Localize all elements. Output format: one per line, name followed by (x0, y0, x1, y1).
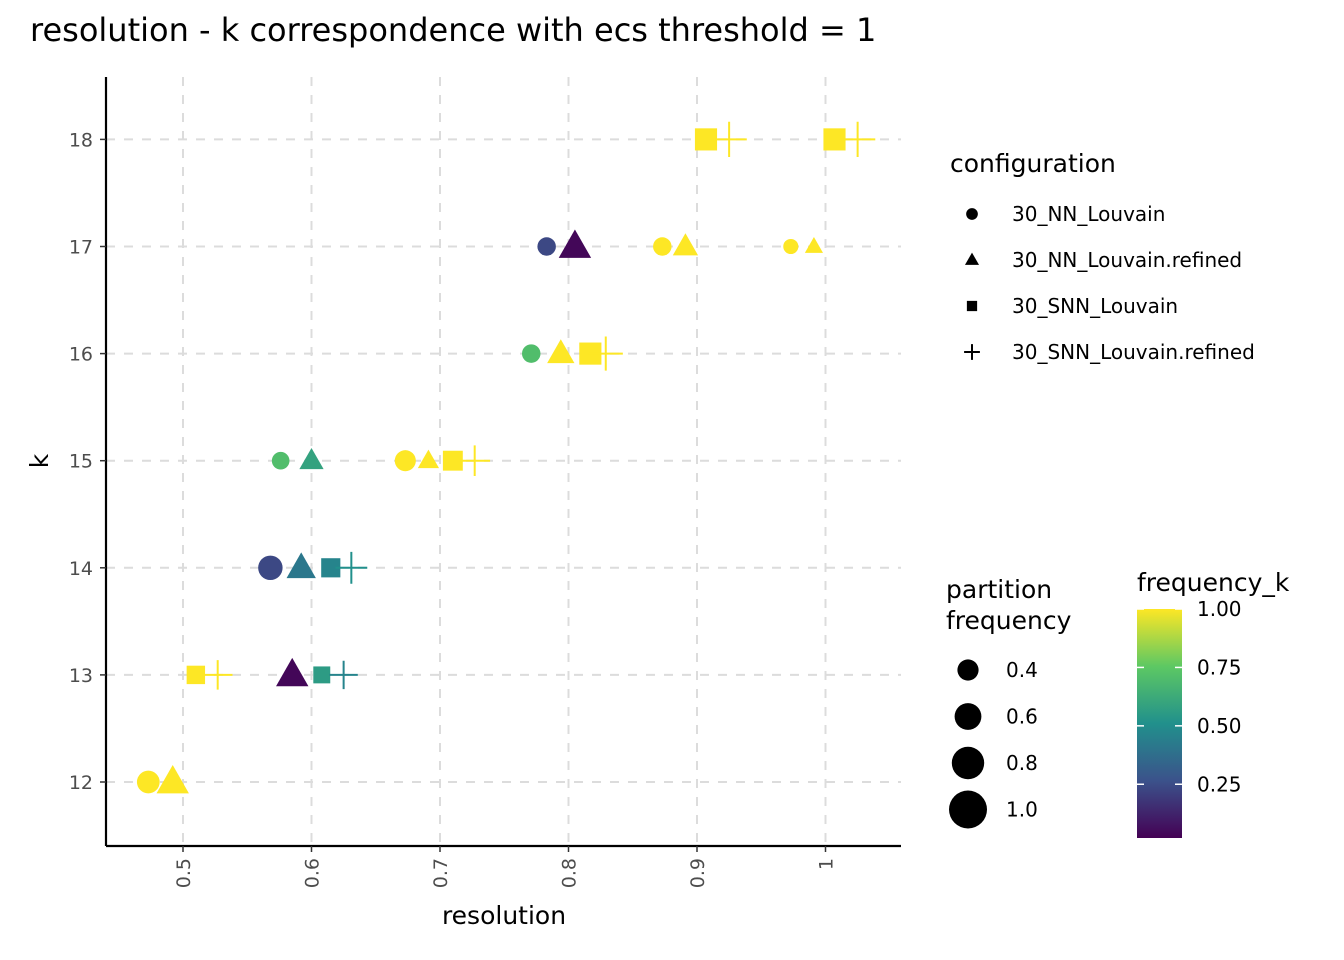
x-tick-label: 0.6 (302, 858, 324, 888)
data-point (839, 121, 876, 158)
data-point (186, 665, 206, 685)
configuration-legend-symbol (966, 208, 978, 220)
size-legend-label: 1.0 (1006, 798, 1038, 822)
size-legend-title-line-1: partition (946, 575, 1052, 604)
color-bar-label: 1.00 (1197, 597, 1242, 621)
data-point (442, 450, 463, 471)
configuration-legend-symbol (966, 300, 978, 312)
data-point (783, 238, 799, 255)
data-point (588, 336, 623, 371)
configuration-legend-title: configuration (950, 149, 1116, 178)
y-tick-label: 14 (69, 558, 93, 580)
configuration-legend-label: 30_NN_Louvain (1012, 202, 1165, 226)
data-point (711, 121, 747, 158)
data-point (271, 451, 290, 470)
x-tick-label: 0.5 (173, 858, 195, 888)
configuration-legend-label: 30_SNN_Louvain (1012, 294, 1178, 318)
size-legend: partition frequency 0.4 0.6 0.8 1.0 (946, 575, 1072, 829)
data-point (136, 770, 160, 794)
size-legend-symbol (949, 790, 987, 829)
data-point (417, 449, 440, 469)
data-point (321, 558, 341, 578)
data-point (653, 237, 672, 256)
size-legend-title-line-2: frequency (946, 606, 1072, 635)
configuration-legend-label: 30_SNN_Louvain.refined (1012, 340, 1255, 364)
data-point (459, 445, 491, 477)
x-axis-ticks: 0.5 0.6 0.7 0.8 0.9 1 (173, 846, 838, 888)
data-point (156, 764, 189, 794)
size-legend-label: 0.8 (1006, 751, 1038, 775)
data-point (202, 660, 233, 690)
y-tick-label: 15 (69, 451, 93, 473)
x-tick-label: 0.9 (687, 858, 709, 888)
color-bar (1137, 609, 1182, 838)
data-point (335, 551, 368, 584)
chart-title: resolution - k correspondence with ecs t… (30, 11, 876, 49)
data-point (394, 450, 416, 472)
grid-lines (106, 77, 901, 846)
data-point (804, 236, 823, 253)
color-bar-label: 0.75 (1197, 655, 1242, 679)
data-point (558, 229, 592, 258)
configuration-legend-label: 30_NN_Louvain.refined (1012, 248, 1242, 272)
y-tick-label: 12 (69, 772, 93, 794)
configuration-legend: configuration 30_NN_Louvain 30_NN_Louvain… (950, 149, 1255, 364)
data-point (286, 552, 316, 579)
color-bar-label: 0.25 (1197, 772, 1242, 796)
color-legend: frequency_k 1.00 0.75 0.50 0.25 (1137, 568, 1290, 838)
data-point (694, 128, 718, 151)
data-point (329, 660, 358, 690)
size-legend-symbol (951, 746, 985, 780)
data-point (521, 344, 541, 363)
configuration-legend-symbol (964, 344, 980, 360)
data-point (823, 128, 846, 151)
x-tick-label: 0.7 (430, 858, 452, 888)
data-point (537, 237, 556, 256)
x-tick-label: 0.8 (559, 858, 581, 888)
data-point (299, 447, 324, 470)
x-axis-title: resolution (442, 901, 566, 930)
size-legend-symbol (957, 659, 979, 681)
color-legend-title: frequency_k (1137, 568, 1290, 597)
y-axis-ticks: 12 13 14 15 16 17 18 (69, 129, 106, 794)
size-legend-label: 0.6 (1006, 705, 1038, 729)
data-point (547, 339, 575, 364)
y-tick-label: 17 (69, 237, 93, 259)
y-axis-title: k (25, 453, 54, 468)
data-points (136, 121, 876, 794)
y-tick-label: 18 (69, 129, 93, 151)
y-tick-label: 13 (69, 665, 93, 687)
size-legend-label: 0.4 (1006, 658, 1038, 682)
data-point (672, 233, 699, 256)
configuration-legend-symbol (964, 252, 980, 265)
size-legend-symbol (954, 703, 982, 730)
data-point (313, 666, 331, 684)
x-tick-label: 1 (816, 858, 838, 870)
data-point (258, 555, 283, 581)
y-tick-label: 16 (69, 344, 93, 366)
data-point (276, 657, 309, 687)
color-bar-label: 0.50 (1197, 714, 1242, 738)
